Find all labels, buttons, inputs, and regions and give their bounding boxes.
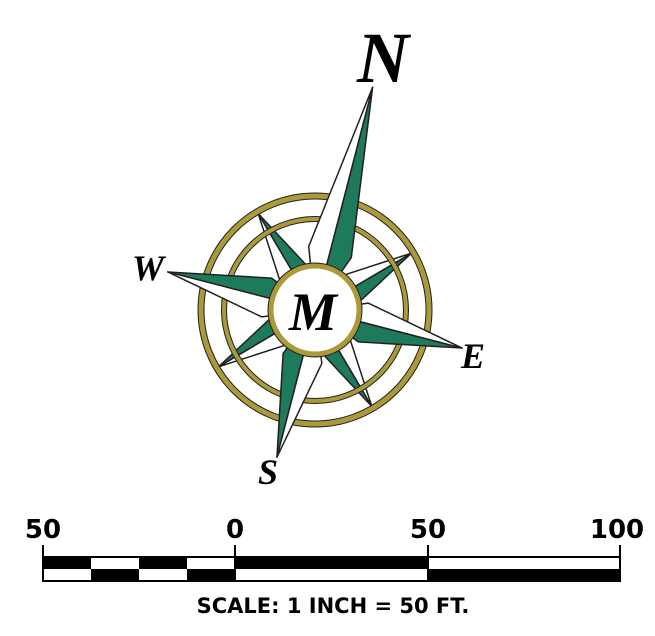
- scale-block: [428, 569, 620, 581]
- south-label: S: [258, 452, 278, 492]
- inner-ring: [222, 217, 408, 403]
- scale-label: 0: [226, 515, 244, 545]
- center-letter: M: [288, 282, 339, 342]
- east-label: E: [460, 336, 485, 376]
- scale-block: [139, 557, 187, 569]
- scale-caption: SCALE: 1 INCH = 50 FT.: [197, 594, 470, 618]
- center-disc: [268, 263, 362, 357]
- north-label: N: [356, 18, 412, 98]
- outer-ring: [198, 193, 432, 427]
- scale-block: [235, 557, 428, 569]
- rings: [197, 192, 433, 428]
- scale-bar: 50 0 50 100 SCALE: 1 INCH = 50 FT.: [25, 515, 644, 618]
- scale-block: [43, 557, 91, 569]
- west-label: W: [132, 248, 167, 288]
- scale-block: [187, 569, 235, 581]
- scale-label: 50: [410, 515, 446, 545]
- scale-label: 100: [590, 515, 644, 545]
- scale-label: 50: [25, 515, 61, 545]
- scale-block: [91, 569, 139, 581]
